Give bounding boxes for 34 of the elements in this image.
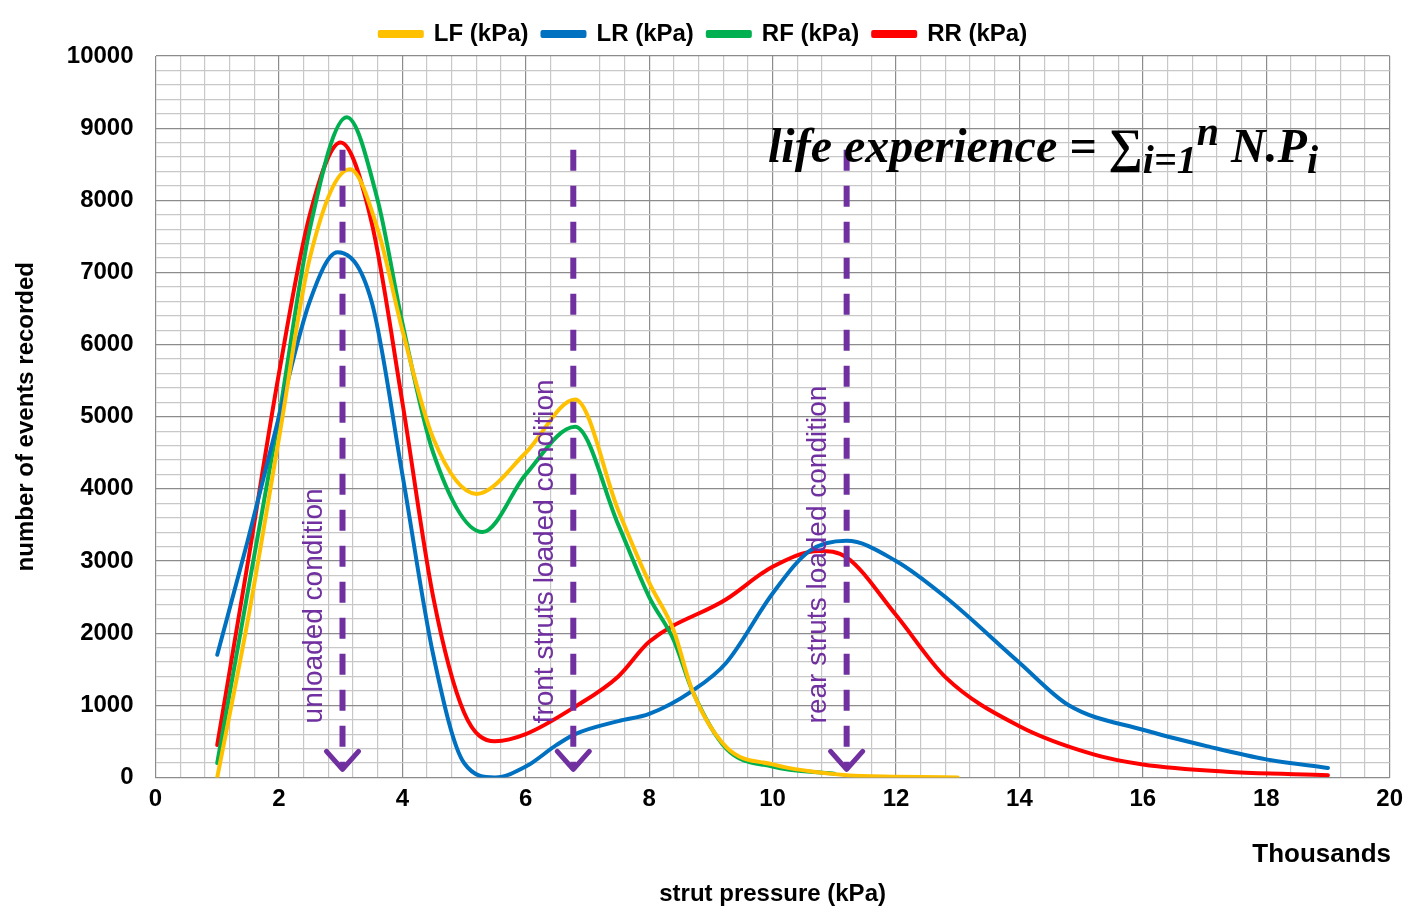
y-tick-label: 1000	[80, 689, 134, 717]
text: Thousands	[1252, 838, 1391, 869]
y-tick-label: 6000	[80, 329, 134, 357]
line-series	[215, 250, 1330, 778]
legend-label: LR (kPa)	[596, 18, 694, 46]
y-tick-label: 2000	[80, 617, 134, 645]
legend-label: RR (kPa)	[927, 18, 1028, 46]
legend-label: RF (kPa)	[761, 18, 860, 46]
y-tick-label: 7000	[80, 257, 134, 285]
x-tick-label: 8	[642, 784, 656, 812]
legend-label: LF (kPa)	[433, 18, 529, 46]
x-tick-label: 0	[148, 784, 163, 812]
y-tick-label: 8000	[80, 184, 134, 212]
x-tick-label: 10	[759, 784, 786, 812]
annotation: life experience = ∑$_{i=1}$$^{n}$ N.P$_{i}$	[768, 108, 1319, 183]
y-tick-label: 5000	[80, 401, 134, 429]
x-axis-title: strut pressure (kPa)	[659, 879, 886, 907]
x-tick-label: 6	[519, 784, 533, 812]
y-tick-label: 0	[120, 762, 134, 790]
x-tick-label: 14	[1006, 784, 1034, 812]
x-tick-label: 2	[272, 784, 286, 812]
x-tick-label: 4	[395, 784, 410, 812]
y-tick-label: 3000	[80, 545, 134, 573]
x-tick-label: 12	[882, 784, 910, 812]
x-tick-label: 20	[1376, 784, 1403, 812]
ref-line-label: rear struts loaded condition	[801, 385, 833, 724]
y-tick-label: 9000	[80, 112, 134, 140]
ref-line-label: front struts loaded condition	[528, 379, 559, 724]
y-tick-label: 10000	[66, 40, 134, 68]
y-tick-label: 4000	[80, 473, 134, 501]
y-axis-title: number of events recorded	[11, 261, 39, 572]
ref-line-label: unloaded condition	[297, 488, 329, 724]
x-tick-label: 18	[1252, 784, 1280, 812]
x-tick-label: 16	[1129, 784, 1157, 812]
